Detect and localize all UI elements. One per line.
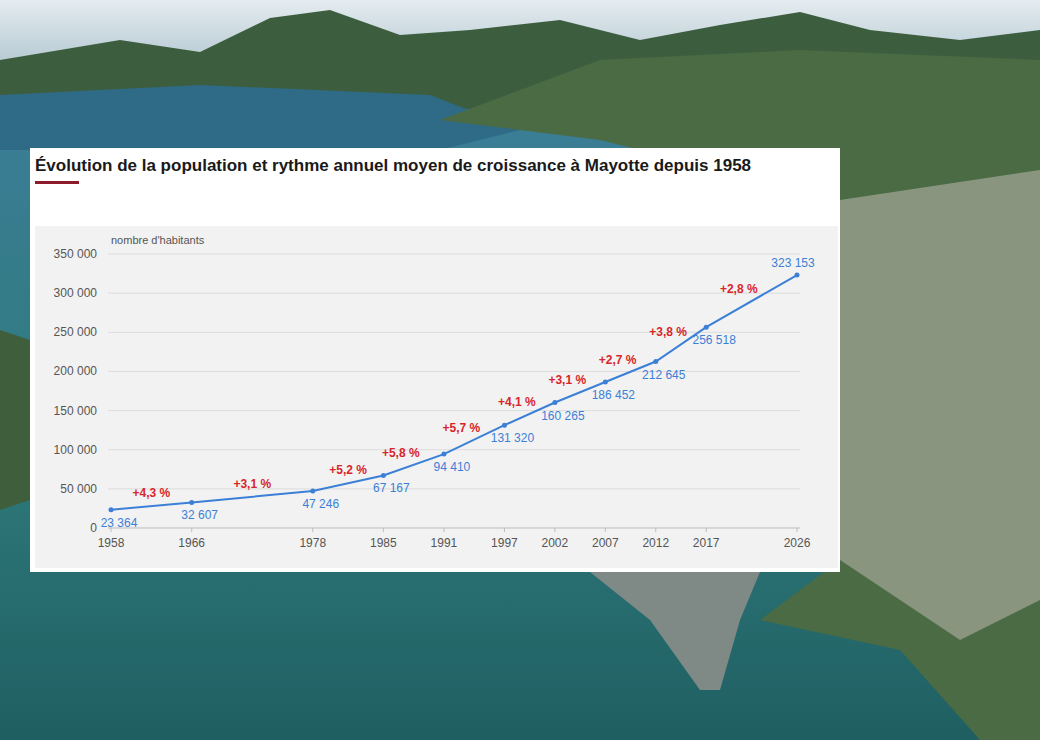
point bbox=[653, 359, 658, 364]
data-label: 67 167 bbox=[373, 481, 410, 495]
data-label: 186 452 bbox=[592, 388, 636, 402]
sea bbox=[0, 0, 1040, 740]
x-tick-label: 2007 bbox=[592, 536, 619, 550]
town bbox=[840, 170, 1040, 640]
data-label: 47 246 bbox=[302, 497, 339, 511]
point bbox=[704, 325, 709, 330]
growth-label: +2,8 % bbox=[720, 282, 758, 296]
x-tick-label: 1985 bbox=[370, 536, 397, 550]
point bbox=[795, 273, 800, 278]
x-tick-label: 1997 bbox=[491, 536, 518, 550]
point bbox=[189, 500, 194, 505]
grid-line bbox=[108, 528, 800, 529]
grid-line bbox=[108, 410, 800, 411]
growth-label: +5,2 % bbox=[329, 463, 367, 477]
point bbox=[381, 473, 386, 478]
bay bbox=[0, 85, 520, 150]
x-tick bbox=[191, 528, 192, 532]
y-axis-title: nombre d'habitants bbox=[111, 234, 205, 246]
x-tick bbox=[383, 528, 384, 532]
growth-label: +5,7 % bbox=[442, 421, 480, 435]
panel bbox=[30, 148, 840, 572]
grid-line bbox=[108, 254, 800, 255]
data-label: 212 645 bbox=[642, 368, 686, 382]
plot-background bbox=[35, 226, 838, 568]
harbour bbox=[590, 572, 760, 690]
population-line bbox=[111, 275, 797, 510]
x-tick-label: 2012 bbox=[642, 536, 669, 550]
y-tick-label: 350 000 bbox=[54, 247, 98, 261]
growth-label: +3,8 % bbox=[649, 325, 687, 339]
x-tick bbox=[605, 528, 606, 532]
growth-label: +2,7 % bbox=[599, 353, 637, 367]
x-tick bbox=[312, 528, 313, 532]
y-tick-label: 50 000 bbox=[60, 482, 97, 496]
growth-label: +4,1 % bbox=[498, 395, 536, 409]
point bbox=[441, 452, 446, 457]
x-tick-label: 1958 bbox=[98, 536, 125, 550]
x-tick bbox=[797, 528, 798, 532]
growth-label: +3,1 % bbox=[548, 373, 586, 387]
marks bbox=[109, 273, 800, 513]
point bbox=[603, 380, 608, 385]
data-label: 94 410 bbox=[434, 460, 471, 474]
y-tick-label: 250 000 bbox=[54, 325, 98, 339]
title: Évolution de la population et rythme ann… bbox=[35, 156, 751, 175]
title-underline bbox=[35, 181, 79, 184]
y-tick-label: 0 bbox=[90, 521, 97, 535]
y-tick-label: 300 000 bbox=[54, 286, 98, 300]
x-tick bbox=[504, 528, 505, 532]
x-tick-label: 1978 bbox=[299, 536, 326, 550]
grid-line bbox=[108, 293, 800, 294]
data-label: 23 364 bbox=[101, 516, 138, 530]
x-tick-label: 1966 bbox=[178, 536, 205, 550]
point bbox=[502, 423, 507, 428]
y-tick-label: 200 000 bbox=[54, 364, 98, 378]
grid-line bbox=[108, 488, 800, 489]
x-tick bbox=[706, 528, 707, 532]
left-coast bbox=[0, 330, 30, 510]
x-tick bbox=[554, 528, 555, 532]
point bbox=[310, 489, 315, 494]
data-label: 323 153 bbox=[771, 256, 815, 270]
x-tick-label: 2002 bbox=[542, 536, 569, 550]
data-label: 256 518 bbox=[693, 333, 737, 347]
data-label: 160 265 bbox=[541, 409, 585, 423]
data-label: 131 320 bbox=[491, 431, 535, 445]
title-line: Évolution de la population et rythme ann… bbox=[35, 156, 751, 175]
point bbox=[552, 400, 557, 405]
y-tick-label: 150 000 bbox=[54, 404, 98, 418]
growth-label: +5,8 % bbox=[382, 446, 420, 460]
x-tick-label: 2017 bbox=[693, 536, 720, 550]
grid-line bbox=[108, 371, 800, 372]
growth-label: +4,3 % bbox=[133, 486, 171, 500]
y-tick-label: 100 000 bbox=[54, 443, 98, 457]
x-tick-label: 2026 bbox=[784, 536, 811, 550]
x-tick bbox=[655, 528, 656, 532]
x-tick bbox=[443, 528, 444, 532]
growth-label: +3,1 % bbox=[233, 477, 271, 491]
data-label: 32 607 bbox=[181, 508, 218, 522]
x-tick-label: 1991 bbox=[431, 536, 458, 550]
point bbox=[109, 507, 114, 512]
